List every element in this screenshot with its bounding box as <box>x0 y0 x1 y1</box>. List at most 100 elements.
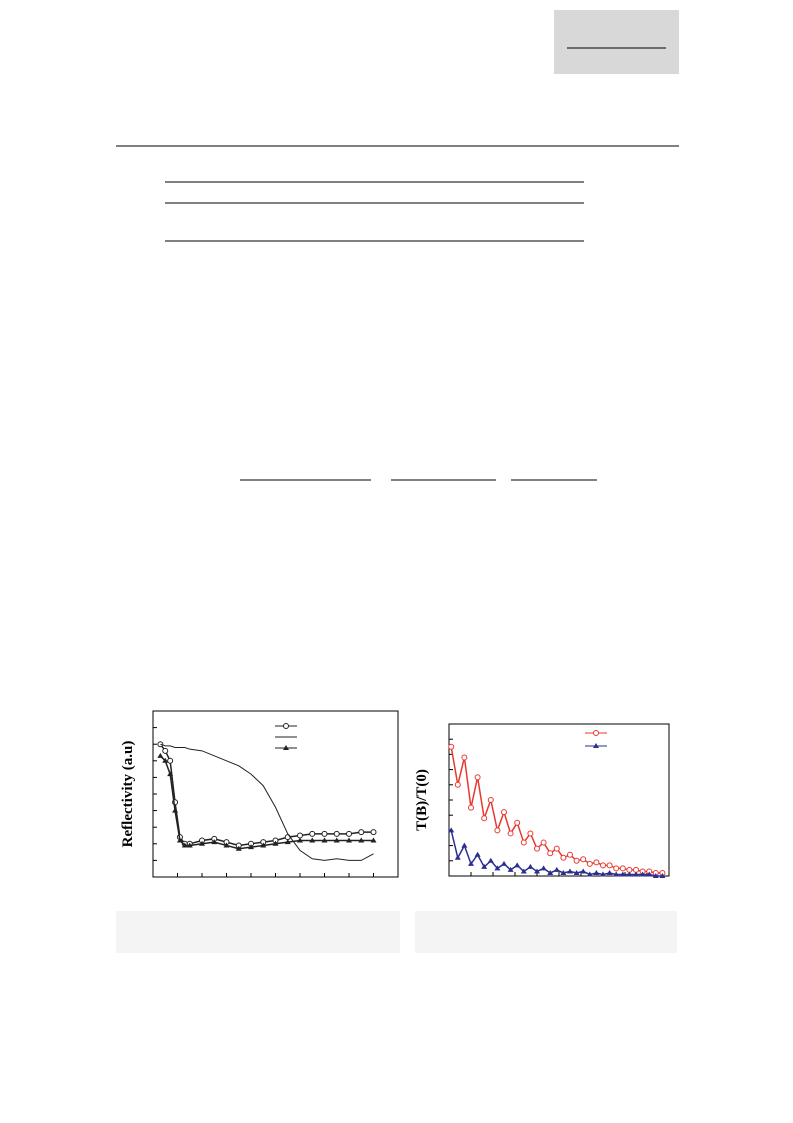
marker <box>309 830 316 837</box>
marker <box>157 752 164 758</box>
marker <box>167 771 174 777</box>
marker <box>454 781 461 788</box>
marker <box>534 845 540 852</box>
marker <box>358 829 365 836</box>
marker <box>346 837 352 843</box>
marker <box>468 804 474 811</box>
marker <box>553 866 560 872</box>
marker <box>176 837 183 843</box>
marker <box>600 871 606 877</box>
marker <box>540 865 547 871</box>
marker <box>573 869 580 875</box>
marker <box>527 830 534 837</box>
marker <box>162 757 169 763</box>
marker <box>586 871 593 877</box>
marker <box>481 863 488 869</box>
marker <box>448 827 455 833</box>
marker <box>494 827 501 834</box>
marker <box>333 837 340 843</box>
marker <box>333 830 340 837</box>
marker <box>448 743 455 750</box>
marker <box>652 873 659 878</box>
caption-box <box>415 911 677 953</box>
marker <box>223 842 230 848</box>
marker <box>481 815 488 822</box>
marker <box>461 842 468 848</box>
marker <box>358 837 365 843</box>
marker <box>494 865 501 871</box>
marker <box>540 839 547 846</box>
marker <box>487 797 494 803</box>
marker <box>534 868 540 874</box>
marker <box>501 860 507 866</box>
marker <box>260 842 267 848</box>
marker <box>606 869 613 875</box>
marker <box>514 819 521 826</box>
marker <box>370 837 377 843</box>
marker <box>593 859 600 866</box>
marker <box>520 839 527 846</box>
marker <box>619 871 626 877</box>
marker <box>346 830 352 837</box>
marker <box>659 873 666 878</box>
marker <box>321 837 328 843</box>
marker <box>580 868 587 874</box>
marker <box>211 839 218 845</box>
marker <box>309 837 316 843</box>
data-line <box>159 743 374 847</box>
marker <box>553 845 560 852</box>
marker <box>560 869 567 875</box>
marker <box>567 851 573 858</box>
marker <box>181 842 188 848</box>
y-axis-label: Reflectivity (a.u) <box>120 741 136 848</box>
marker <box>461 754 468 761</box>
legend-marker <box>283 723 289 729</box>
marker <box>248 844 254 850</box>
plot-frame <box>152 710 399 878</box>
marker <box>297 837 303 843</box>
marker <box>613 865 620 872</box>
marker <box>501 809 507 816</box>
marker <box>284 839 291 845</box>
marker <box>646 871 653 877</box>
marker <box>586 860 593 867</box>
marker <box>235 845 242 851</box>
marker <box>547 869 554 875</box>
marker <box>547 850 554 857</box>
marker <box>199 840 205 846</box>
marker <box>487 857 494 863</box>
marker <box>162 747 169 754</box>
y-axis-label: T(B)/T(0) <box>414 769 430 831</box>
marker <box>454 854 461 860</box>
marker <box>613 871 620 877</box>
legend-marker <box>593 730 599 736</box>
legend-marker <box>593 743 599 748</box>
data-line <box>450 746 663 874</box>
marker <box>507 866 514 872</box>
marker <box>567 868 573 874</box>
header-box <box>554 10 679 74</box>
marker <box>580 856 587 863</box>
marker <box>639 871 646 877</box>
marker <box>606 862 613 869</box>
marker <box>370 829 377 836</box>
marker <box>593 869 600 875</box>
marker <box>619 865 626 872</box>
marker <box>573 857 580 864</box>
marker <box>527 863 534 869</box>
data-line <box>160 743 374 861</box>
marker <box>507 830 514 837</box>
marker <box>474 851 481 857</box>
marker <box>321 830 328 837</box>
legend-marker <box>283 745 289 750</box>
marker <box>520 868 527 874</box>
marker <box>474 774 481 781</box>
data-line <box>159 755 374 850</box>
marker <box>167 757 174 764</box>
marker <box>633 871 639 877</box>
marker <box>186 842 193 848</box>
marker <box>560 854 567 861</box>
marker <box>272 840 279 846</box>
